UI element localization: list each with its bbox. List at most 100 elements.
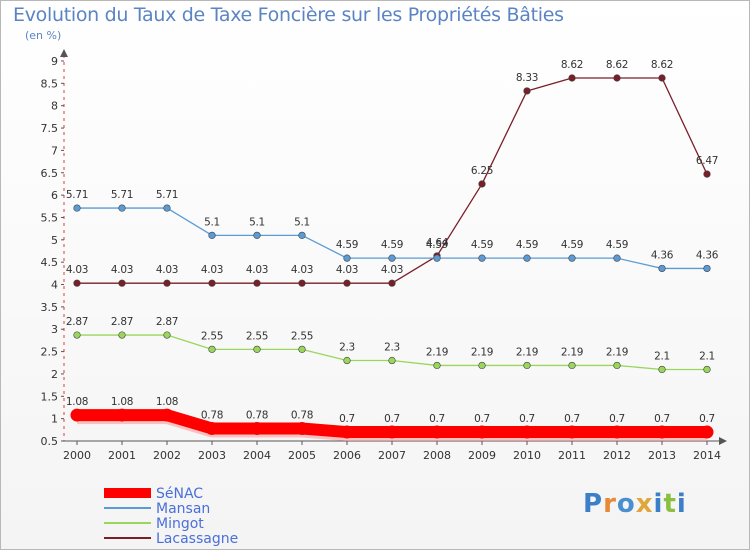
data-point-senac — [295, 421, 309, 435]
y-tick-label: 3.5 — [41, 301, 59, 314]
x-tick-label: 2009 — [468, 449, 496, 462]
data-label-lacassagne: 4.03 — [111, 264, 133, 276]
y-tick-label: 9 — [51, 55, 58, 68]
data-point-mansan — [253, 231, 261, 239]
y-tick-label: 2.5 — [41, 346, 59, 359]
data-label-mingot: 2.19 — [516, 346, 538, 358]
data-point-mingot — [613, 361, 621, 370]
data-point-senac — [340, 425, 354, 439]
y-tick-label: 4.5 — [41, 256, 59, 269]
data-point-mingot — [523, 361, 531, 370]
data-point-mingot — [433, 361, 441, 370]
data-label-mingot: 2.19 — [471, 346, 493, 358]
data-label-lacassagne: 4.03 — [246, 264, 268, 276]
data-point-mingot — [658, 365, 666, 374]
data-label-lacassagne: 8.62 — [561, 59, 583, 71]
data-point-senac — [655, 425, 669, 439]
logo-letter: o — [616, 489, 636, 519]
data-point-lacassagne — [388, 279, 396, 287]
data-label-mansan: 4.59 — [561, 239, 583, 251]
y-tick-label: 8 — [51, 100, 58, 113]
data-label-senac: 0.7 — [474, 413, 490, 425]
data-label-mansan: 5.71 — [66, 189, 88, 201]
x-tick-label: 2002 — [153, 449, 181, 462]
data-label-mingot: 2.55 — [291, 330, 313, 342]
data-point-mingot — [208, 345, 216, 353]
data-point-mingot — [343, 356, 351, 365]
data-label-mingot: 2.19 — [606, 346, 628, 358]
data-label-senac: 0.7 — [339, 413, 355, 425]
data-point-lacassagne — [568, 74, 576, 82]
y-tick-label: 0.5 — [41, 435, 59, 448]
data-point-mingot — [73, 331, 81, 339]
data-point-mingot — [478, 361, 486, 370]
data-label-lacassagne: 6.47 — [696, 155, 718, 167]
data-label-senac: 0.7 — [699, 413, 715, 425]
data-label-lacassagne: 4.03 — [381, 264, 403, 276]
data-label-mansan: 4.59 — [336, 239, 358, 251]
logo-letter: P — [583, 489, 604, 519]
legend-label-lacassagne: Lacassagne — [156, 531, 238, 547]
data-point-mansan — [613, 254, 621, 262]
x-tick-label: 2007 — [378, 449, 406, 462]
data-point-mansan — [523, 254, 531, 262]
data-label-senac: 0.78 — [201, 409, 223, 421]
logo-letter: x — [635, 489, 654, 519]
data-point-mansan — [433, 254, 441, 262]
data-point-lacassagne — [703, 170, 711, 178]
data-label-senac: 0.7 — [564, 413, 580, 425]
data-point-senac — [70, 408, 84, 422]
proxiti-logo: Proxiti — [583, 489, 687, 519]
data-label-mingot: 2.55 — [246, 330, 268, 342]
data-point-lacassagne — [478, 180, 486, 188]
data-label-mansan: 4.59 — [516, 239, 538, 251]
data-point-senac — [160, 408, 174, 422]
x-tick-label: 2003 — [198, 449, 226, 462]
data-point-lacassagne — [163, 279, 171, 287]
data-label-senac: 0.7 — [519, 413, 535, 425]
logo-letter: i — [653, 489, 664, 519]
data-point-senac — [475, 425, 489, 439]
y-tick-label: 2 — [51, 368, 58, 381]
y-tick-label: 5 — [51, 234, 58, 247]
data-label-mingot: 2.19 — [426, 346, 448, 358]
y-axis-arrow — [60, 49, 68, 57]
data-label-mansan: 4.59 — [426, 239, 448, 251]
data-point-lacassagne — [73, 279, 81, 287]
legend-label-senac: SéNAC — [156, 486, 203, 502]
data-label-senac: 1.08 — [66, 396, 88, 408]
x-tick-label: 2005 — [288, 449, 316, 462]
y-tick-label: 6 — [51, 189, 58, 202]
data-label-mansan: 4.36 — [696, 249, 719, 261]
data-label-mingot: 2.87 — [111, 316, 133, 328]
data-point-mansan — [208, 231, 216, 239]
x-tick-label: 2013 — [648, 449, 676, 462]
data-point-senac — [565, 425, 579, 439]
x-tick-label: 2006 — [333, 449, 361, 462]
x-axis-arrow — [719, 437, 727, 445]
data-label-senac: 0.78 — [291, 409, 313, 421]
y-tick-label: 1.5 — [41, 390, 59, 403]
data-label-senac: 0.7 — [384, 413, 400, 425]
data-label-mingot: 2.1 — [699, 350, 715, 362]
data-label-mingot: 2.55 — [201, 330, 223, 342]
y-tick-label: 7 — [51, 144, 58, 157]
data-label-mansan: 4.59 — [471, 239, 493, 251]
data-point-mansan — [703, 264, 711, 273]
x-tick-label: 2001 — [108, 449, 136, 462]
chart-unit-label: (en %) — [25, 29, 62, 42]
data-label-senac: 0.7 — [429, 413, 445, 425]
data-label-mingot: 2.3 — [339, 342, 355, 354]
series-line-lacassagne — [77, 77, 708, 284]
data-point-mingot — [118, 331, 126, 339]
chart-title: Evolution du Taux de Taxe Foncière sur l… — [13, 4, 564, 26]
data-label-mingot: 2.3 — [384, 342, 400, 354]
data-label-mansan: 4.59 — [381, 239, 403, 251]
data-point-mingot — [703, 365, 711, 374]
data-label-mingot: 2.87 — [66, 316, 88, 328]
data-label-mansan: 5.71 — [111, 189, 133, 201]
y-tick-label: 3 — [51, 323, 58, 336]
x-tick-label: 2011 — [558, 449, 586, 462]
